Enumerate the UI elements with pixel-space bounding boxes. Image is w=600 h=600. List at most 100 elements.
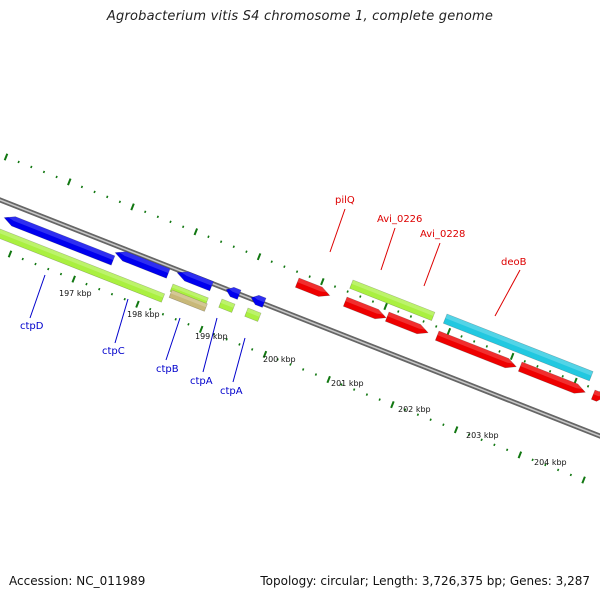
major-tick <box>509 352 515 360</box>
minor-tick <box>561 374 564 378</box>
minor-tick <box>80 185 84 189</box>
gene-label: deoB <box>501 257 527 268</box>
backbone-highlight <box>0 199 600 437</box>
inner-tick-track <box>7 250 586 484</box>
callout-line <box>494 269 521 317</box>
minor-tick <box>353 388 356 391</box>
cds-pilQ-body <box>294 277 331 297</box>
minor-tick <box>174 317 177 321</box>
gene-ctpA-2-shade <box>246 308 262 317</box>
minor-tick <box>460 335 463 338</box>
cds-ctpD-shade <box>5 215 115 261</box>
gene-label: ctpA <box>190 376 213 387</box>
gene-ctpA-1-body <box>218 298 236 313</box>
callout-line <box>380 227 396 271</box>
minor-tick <box>404 408 407 411</box>
minor-tick <box>118 200 122 204</box>
minor-tick <box>480 438 483 442</box>
minor-tick <box>308 275 311 278</box>
minor-tick <box>161 312 165 316</box>
scale-label: 204 kbp <box>534 458 567 467</box>
scale-label: 197 kbp <box>59 289 92 298</box>
gene-label: Avi_0228 <box>420 229 465 240</box>
minor-tick <box>473 340 476 343</box>
minor-tick <box>359 295 362 298</box>
cds-deoB <box>434 330 518 369</box>
cds-ctpA-1-shade <box>227 287 242 295</box>
cds-deoB-body <box>434 330 517 369</box>
minor-tick <box>30 165 33 169</box>
minor-tick <box>365 393 369 396</box>
gene-ctpA-2 <box>244 307 262 322</box>
major-tick <box>383 302 388 311</box>
cds-Avi_0226-body <box>342 296 387 320</box>
minor-tick <box>493 443 496 447</box>
minor-tick <box>225 338 228 341</box>
minor-tick <box>467 433 471 437</box>
callout-line <box>29 274 46 319</box>
cds-Avi_0226-shade <box>345 297 388 316</box>
minor-tick <box>523 360 526 363</box>
callout-line <box>202 317 218 373</box>
minor-tick <box>346 290 349 293</box>
minor-tick <box>21 257 24 261</box>
minor-tick <box>416 413 420 416</box>
gene-label: ctpA <box>220 386 243 397</box>
backbone <box>0 197 600 439</box>
gene-ctpD-body <box>0 228 166 303</box>
major-tick <box>256 253 262 261</box>
cds-ctpC <box>114 250 171 279</box>
cds-ctpA-1 <box>225 286 242 300</box>
scale-label: 203 kbp <box>466 431 499 440</box>
major-tick <box>3 153 9 161</box>
cds-ctpC-shade <box>116 250 171 274</box>
minor-tick <box>149 307 152 311</box>
minor-tick <box>85 282 88 286</box>
gene-ctpD <box>0 228 166 303</box>
minor-tick <box>556 468 560 472</box>
label-callouts <box>29 208 521 383</box>
minor-tick <box>569 473 573 477</box>
callout-line <box>423 242 441 287</box>
cds-pilQ <box>294 277 331 297</box>
major-tick <box>7 250 13 258</box>
minor-tick <box>295 270 299 273</box>
cds-next-shade <box>520 362 587 390</box>
cds-ctpA-2-shade <box>252 295 267 303</box>
cds-ctpD <box>3 215 116 266</box>
gene-ctpD-shade <box>0 229 165 298</box>
cds-ctpD-body <box>3 216 116 266</box>
minor-tick <box>397 310 400 313</box>
major-tick <box>390 401 395 409</box>
misc-feature-body <box>168 289 208 312</box>
minor-tick <box>232 245 235 249</box>
major-tick <box>326 375 331 384</box>
minor-tick <box>219 240 223 244</box>
minor-tick <box>238 343 241 346</box>
callout-line <box>329 208 346 253</box>
minor-tick <box>333 285 337 288</box>
minor-tick <box>55 175 58 179</box>
scale-label: 202 kbp <box>398 405 431 414</box>
minor-tick <box>251 348 254 351</box>
minor-tick <box>110 292 114 296</box>
minor-tick <box>302 368 305 371</box>
minor-tick <box>378 398 381 401</box>
scale-labels: 197 kbp 198 kbp 199 kbp 200 kbp 201 kbp … <box>59 289 567 467</box>
minor-tick <box>144 210 147 214</box>
cds-edge-shade <box>593 390 600 397</box>
minor-tick <box>536 365 539 368</box>
gene-ctpB-shade <box>171 284 209 302</box>
gene-deoB-shade <box>445 314 594 376</box>
cds-ctpA-1-body <box>225 286 242 300</box>
minor-tick <box>314 373 318 376</box>
cds-next <box>517 361 587 394</box>
minor-tick <box>371 300 375 303</box>
major-tick <box>198 325 204 333</box>
minor-tick <box>544 463 547 467</box>
minor-tick <box>283 265 286 268</box>
gene-label: ctpC <box>102 346 125 357</box>
gene-ctpA-1 <box>218 298 236 313</box>
gene-label: ctpD <box>20 321 44 332</box>
gene-ctpA-2-body <box>244 307 262 322</box>
